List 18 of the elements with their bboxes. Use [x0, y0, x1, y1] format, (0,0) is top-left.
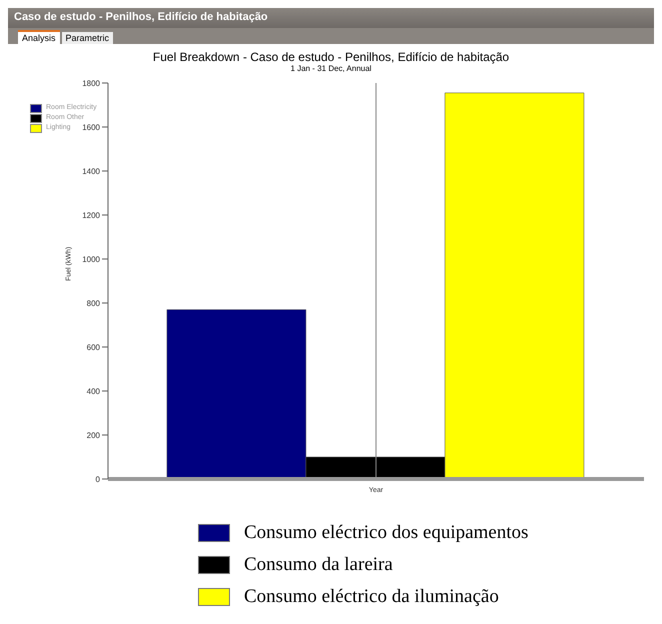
y-tick-label: 200 — [86, 430, 101, 440]
y-tick-label: 600 — [86, 342, 101, 352]
y-tick-label: 800 — [86, 298, 101, 308]
legend-label: Consumo eléctrico dos equipamentos — [244, 522, 528, 544]
chart-title: Fuel Breakdown - Caso de estudo - Penilhos, Edifício de habitação — [152, 50, 510, 64]
y-tick-label: 0 — [96, 474, 101, 484]
legend-label: Consumo da lareira — [244, 554, 393, 576]
y-tick-label: 1600 — [82, 122, 101, 132]
text: Caso de estudo - Penilhos, Edifício de habitação — [8, 8, 654, 28]
y-tick-label: 1400 — [82, 166, 101, 176]
y-tick-label: 1000 — [82, 254, 101, 264]
text: Analysis — [18, 30, 60, 44]
y-tick-label: 400 — [86, 386, 101, 396]
y-tick-label: 1800 — [82, 78, 101, 88]
y-tick-label: 1200 — [82, 210, 101, 220]
legend-label: Consumo eléctrico da iluminação — [244, 586, 499, 608]
chart-subtitle: 1 Jan - 31 Dec, Annual — [290, 64, 372, 73]
text: Parametric — [62, 32, 114, 44]
